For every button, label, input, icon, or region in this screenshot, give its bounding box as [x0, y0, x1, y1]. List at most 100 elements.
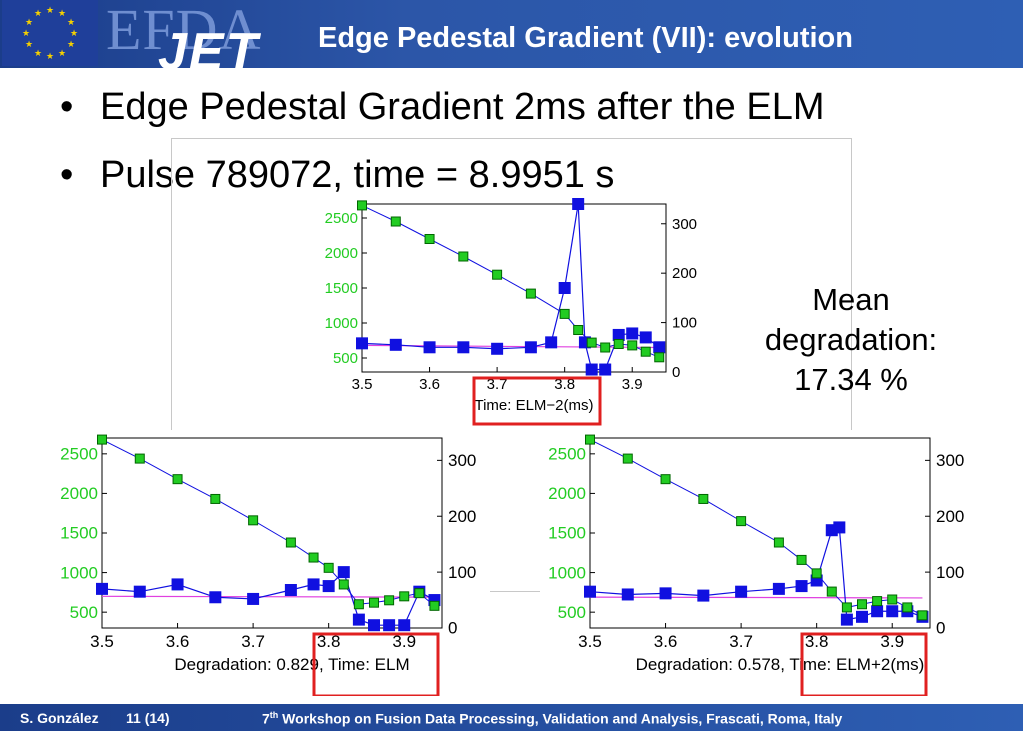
right-tick-label: 200: [936, 507, 964, 526]
green-data-point: [429, 600, 440, 611]
blue-data-point: [659, 587, 672, 600]
x-tick-label: 3.6: [166, 632, 190, 651]
left-tick-label: 1000: [548, 563, 586, 582]
svg-text:★: ★: [46, 52, 54, 62]
blue-data-point: [368, 619, 380, 632]
mean-line: degradation:: [764, 322, 938, 357]
left-tick-label: 1500: [325, 280, 358, 297]
left-tick-label: 1500: [60, 524, 98, 543]
x-tick-label: 3.5: [90, 632, 114, 651]
blue-data-point: [626, 327, 639, 340]
figure-frame-left: [171, 138, 172, 430]
blue-data-point: [871, 605, 884, 618]
efda-logo: EFDA: [106, 0, 262, 62]
blue-data-point: [621, 588, 634, 601]
green-data-point: [525, 288, 536, 299]
left-tick-label: 500: [558, 603, 586, 622]
blue-data-point: [171, 578, 184, 591]
x-tick-label: 3.9: [880, 632, 904, 651]
footer-author: S. González: [20, 710, 99, 726]
x-tick-label: 3.9: [622, 376, 643, 393]
reference-line: [101, 595, 435, 598]
bullet-dot-icon: •: [60, 86, 74, 128]
blue-data-point: [337, 566, 350, 579]
x-axis-label: Degradation: 0.578, Time: ELM+2(ms): [636, 655, 925, 674]
chart-bottom-left-elm: 3.5 3.6 3.7 3.8 3.9 500 1000 1500 2000 2500 0 100 20…: [60, 434, 476, 696]
blue-data-point: [284, 584, 297, 596]
figure-frame-bottom: [490, 591, 540, 592]
green-data-point: [248, 515, 259, 526]
blue-data-point: [795, 580, 808, 593]
blue-data-point: [584, 585, 596, 598]
header-bar: ★ ★ ★ ★ ★ ★ ★ ★ ★ ★ ★ ★ EFDA JET Edge Pedestal G…: [0, 0, 1023, 81]
green-data-point: [640, 346, 651, 357]
svg-text:★: ★: [67, 40, 75, 50]
left-tick-label: 1000: [325, 315, 358, 332]
green-data-point: [424, 234, 435, 244]
svg-text:★: ★: [58, 49, 66, 59]
green-data-point: [384, 595, 395, 606]
green-data-point: [627, 340, 638, 351]
bullet-item: • Pulse 789072, time = 8.9951 s: [60, 154, 614, 197]
svg-text:★: ★: [34, 49, 42, 59]
green-data-point: [172, 474, 183, 485]
blue-data-point: [856, 610, 868, 623]
blue-series-line: [361, 203, 660, 371]
green-data-point: [390, 216, 401, 227]
highlight-box: [472, 376, 602, 426]
footer-page-number: 11 (14): [126, 710, 170, 726]
blue-data-point: [840, 613, 853, 626]
slide-title: Edge Pedestal Gradient (VII): evolution: [318, 22, 853, 54]
green-data-point: [826, 586, 837, 597]
bullet-item: • Edge Pedestal Gradient 2ms after the EL…: [60, 86, 825, 129]
blue-data-point: [398, 619, 411, 632]
bullet-text: Pulse 789072, time = 8.9951 s: [100, 154, 615, 196]
right-tick-label: 200: [448, 507, 476, 526]
x-tick-label: 3.8: [805, 632, 829, 651]
blue-data-point: [423, 341, 436, 354]
green-data-point: [654, 352, 665, 363]
right-tick-label: 100: [936, 563, 964, 582]
left-tick-label: 2000: [548, 484, 586, 503]
green-data-point: [134, 453, 145, 464]
footer-workshop-text: Workshop on Fusion Data Processing, Vali…: [278, 710, 843, 727]
svg-text:★: ★: [46, 6, 54, 16]
footer-workshop-sup: th: [269, 710, 279, 720]
right-tick-label: 100: [448, 563, 476, 582]
left-tick-label: 2500: [60, 445, 98, 464]
green-data-point: [660, 474, 671, 485]
blue-data-point: [639, 331, 652, 344]
eu-flag-logo: ★ ★ ★ ★ ★ ★ ★ ★ ★ ★ ★ ★: [2, 0, 98, 66]
blue-data-point: [96, 582, 108, 595]
green-data-point: [338, 579, 349, 590]
footer-workshop: 7th Workshop on Fusion Data Processing, …: [262, 710, 842, 727]
x-tick-label: 3.8: [317, 632, 341, 651]
blue-data-point: [653, 341, 666, 354]
green-data-point: [559, 308, 570, 319]
green-data-point: [841, 602, 852, 613]
blue-data-point: [524, 341, 537, 354]
jet-logo: JET: [158, 23, 260, 81]
green-data-point: [492, 269, 503, 280]
reference-line: [589, 596, 923, 599]
left-tick-label: 2500: [548, 445, 586, 464]
green-data-point: [97, 434, 107, 445]
blue-data-point: [572, 198, 585, 210]
green-data-point: [902, 602, 913, 613]
left-tick-label: 500: [333, 350, 358, 367]
blue-data-point: [599, 363, 612, 376]
footer-workshop-prefix: 7: [262, 710, 270, 727]
svg-text:★: ★: [22, 29, 30, 39]
blue-data-point: [585, 363, 598, 376]
svg-text:★: ★: [70, 29, 78, 39]
green-data-point: [357, 200, 367, 211]
green-data-point: [736, 516, 747, 527]
x-tick-label: 3.8: [554, 376, 575, 393]
blue-data-point: [457, 341, 470, 354]
mean-degradation-text: Mean degradation: 17.34 %: [746, 280, 956, 400]
mean-line: Mean: [812, 282, 890, 317]
mean-value: 17.34 %: [794, 362, 908, 397]
svg-text:★: ★: [25, 40, 33, 50]
left-tick-label: 1500: [548, 524, 586, 543]
figure-frame-top: [171, 138, 852, 139]
